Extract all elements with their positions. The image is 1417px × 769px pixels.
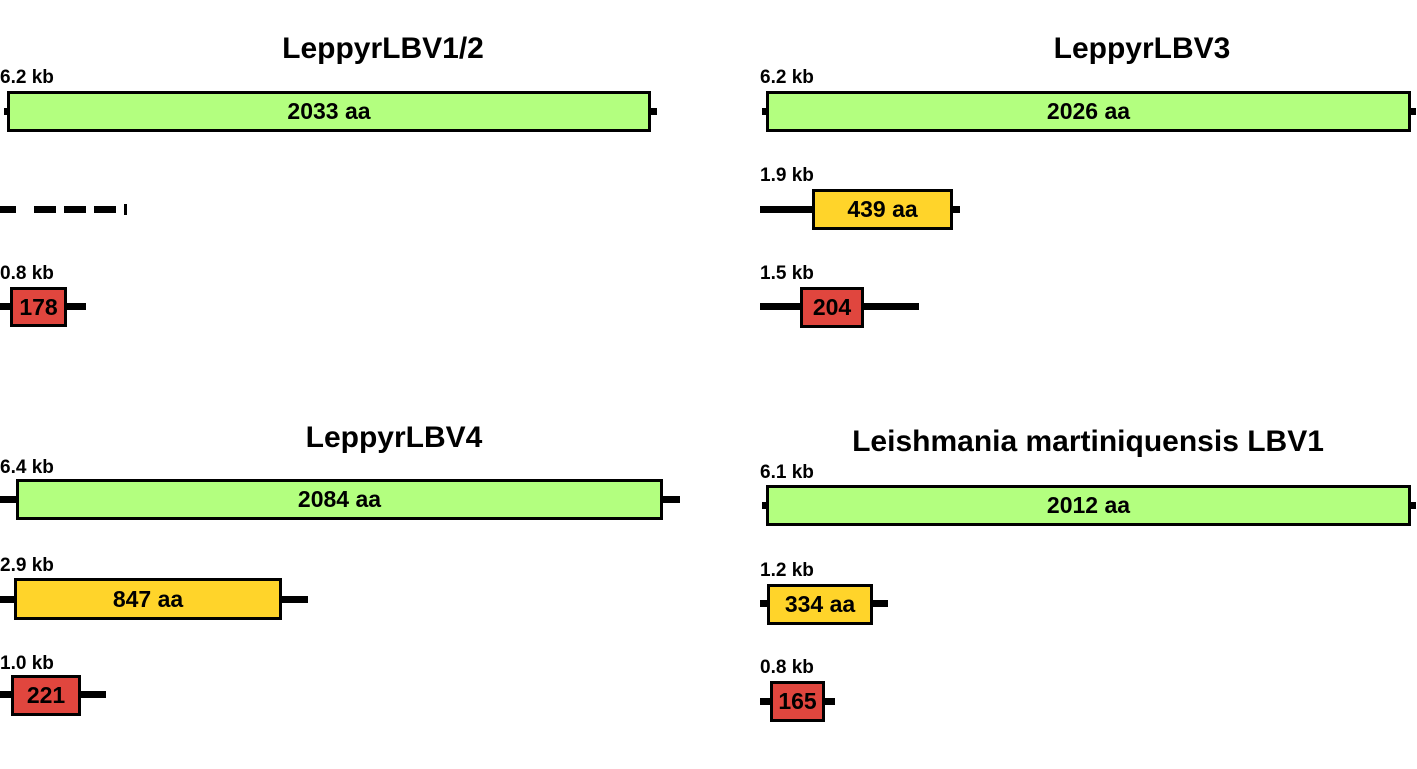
segment-size-label: 6.2 kb — [760, 67, 814, 88]
orf-box-red: 221 — [11, 675, 81, 716]
segment-size-label: 6.2 kb — [0, 67, 54, 88]
orf-box-green: 2026 aa — [766, 91, 1411, 132]
orf-box-yellow: 847 aa — [14, 578, 282, 620]
orf-box-red: 165 — [770, 681, 825, 722]
orf-box-green: 2033 aa — [7, 91, 651, 132]
segment-size-label: 6.1 kb — [760, 462, 814, 483]
segment-size-label: 0.8 kb — [760, 657, 814, 678]
panel-title-leppyrlbv3: LeppyrLBV3 — [1053, 32, 1231, 65]
orf-box-yellow: 334 aa — [767, 584, 873, 625]
panel-title-leppyrlbv4: LeppyrLBV4 — [305, 421, 483, 454]
segment-size-label: 6.4 kb — [0, 457, 54, 478]
orf-box-red: 204 — [800, 287, 864, 328]
segment-size-label: 1.5 kb — [760, 263, 814, 284]
segment-size-label: 1.2 kb — [760, 560, 814, 581]
segment-size-label: 1.0 kb — [0, 653, 54, 674]
segment-size-label: 2.9 kb — [0, 555, 54, 576]
orf-box-green: 2012 aa — [766, 485, 1411, 526]
panel-title-leppyrlbv1-2: LeppyrLBV1/2 — [282, 32, 484, 65]
orf-box-red: 178 — [10, 287, 67, 327]
segment-size-label: 1.9 kb — [760, 165, 814, 186]
orf-box-green: 2084 aa — [16, 479, 663, 520]
segment-size-label: 0.8 kb — [0, 263, 54, 284]
orf-box-yellow: 439 aa — [812, 189, 953, 230]
panel-title-leishmania-lbv1: Leishmania martiniquensis LBV1 — [852, 425, 1324, 458]
